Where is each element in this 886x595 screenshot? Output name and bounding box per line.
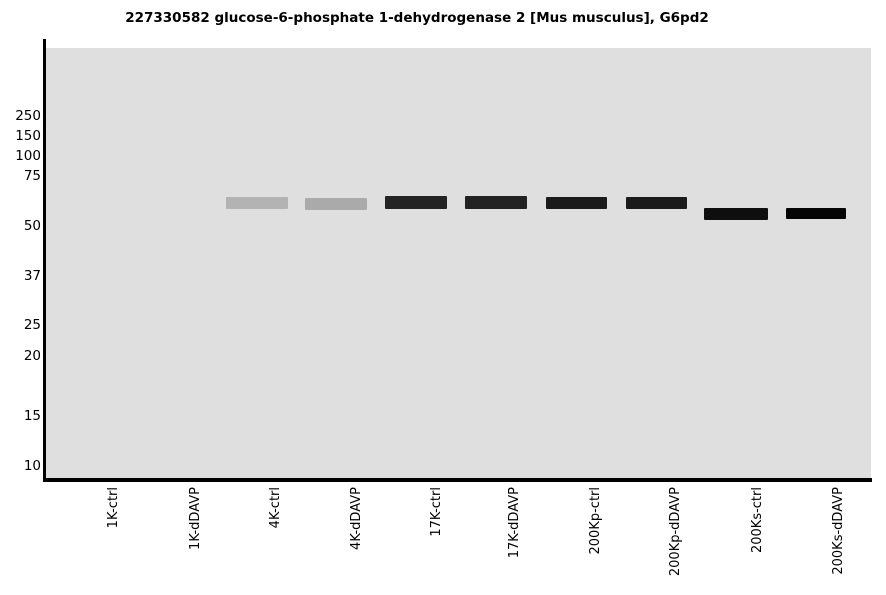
mw-tick-label: 37 [23, 268, 41, 284]
mw-tick-label: 25 [23, 317, 41, 333]
lane-label: 4K-dDAVP [349, 487, 364, 550]
lane-label: 4K-ctrl [268, 487, 283, 529]
protein-band [546, 197, 607, 209]
protein-band [786, 208, 846, 219]
lane-label: 200Ks-dDAVP [831, 487, 846, 575]
lane-label: 17K-dDAVP [507, 487, 522, 559]
blot-plot-area [46, 48, 871, 478]
protein-band [704, 208, 768, 220]
mw-tick-label: 75 [23, 168, 41, 184]
mw-tick-label: 15 [23, 408, 41, 424]
mw-tick-label: 10 [23, 458, 41, 474]
y-axis-line [43, 39, 46, 482]
mw-tick-label: 50 [23, 218, 41, 234]
lane-label: 200Kp-dDAVP [668, 487, 683, 577]
lane-label: 1K-dDAVP [188, 487, 203, 550]
mw-tick-label: 250 [15, 108, 41, 124]
mw-tick-label: 150 [15, 128, 41, 144]
lane-label: 1K-ctrl [106, 487, 121, 529]
protein-band [385, 196, 447, 209]
protein-band [226, 197, 288, 209]
protein-band [626, 197, 687, 209]
lane-label: 200Ks-ctrl [750, 487, 765, 554]
mw-tick-label: 20 [23, 348, 41, 364]
x-axis-line [43, 478, 872, 482]
lane-label: 200Kp-ctrl [588, 487, 603, 555]
chart-title: 227330582 glucose-6-phosphate 1-dehydrog… [125, 10, 709, 26]
protein-band [465, 196, 527, 209]
protein-band [305, 198, 367, 210]
lane-label: 17K-ctrl [429, 487, 444, 537]
mw-tick-label: 100 [15, 148, 41, 164]
